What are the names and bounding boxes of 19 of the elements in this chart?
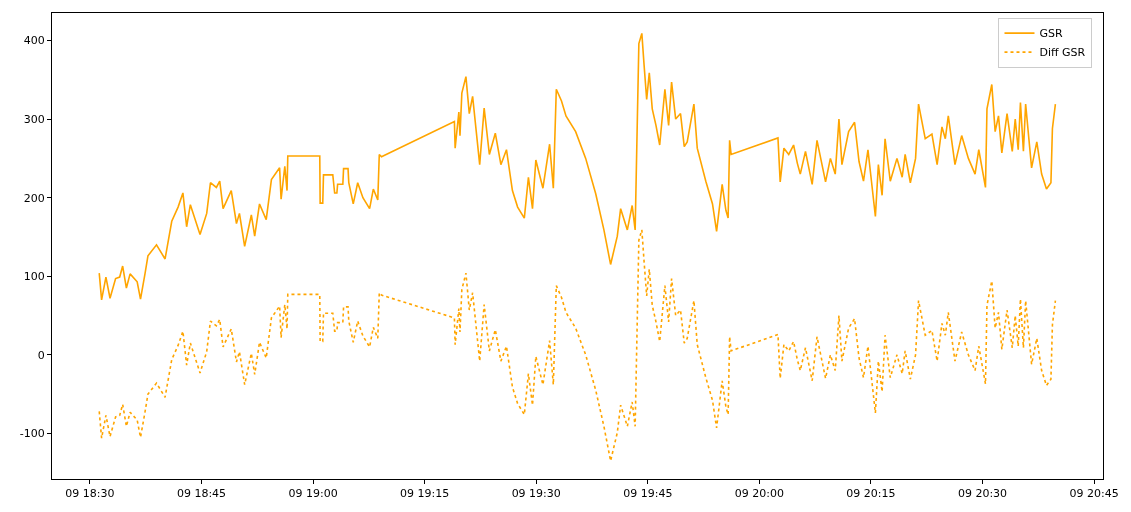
y-tick-label: 100 — [23, 270, 45, 284]
x-tick-label: 09 20:30 — [957, 487, 1008, 501]
x-tick-label: 09 19:45 — [623, 487, 673, 501]
x-tick-label: 09 18:30 — [65, 487, 115, 501]
x-tick-label: 09 19:00 — [288, 487, 338, 501]
x-tick-label: 09 18:45 — [176, 487, 227, 501]
x-tick-label: 09 19:30 — [511, 487, 561, 501]
x-tick-label: 09 20:15 — [846, 487, 896, 501]
y-tick-label: -100 — [19, 427, 45, 441]
y-tick-label: 300 — [23, 112, 45, 126]
x-tick-label: 09 20:45 — [1069, 487, 1119, 501]
y-tick-label: 400 — [23, 34, 45, 48]
legend-label: Diff GSR — [1039, 46, 1086, 60]
x-tick-label: 09 19:15 — [400, 487, 450, 501]
y-tick-label: 200 — [23, 191, 45, 205]
line-series — [98, 229, 1057, 462]
x-tick-label: 09 20:00 — [734, 487, 784, 501]
legend-label: GSR — [1039, 27, 1063, 41]
y-tick-label: 0 — [37, 348, 45, 362]
